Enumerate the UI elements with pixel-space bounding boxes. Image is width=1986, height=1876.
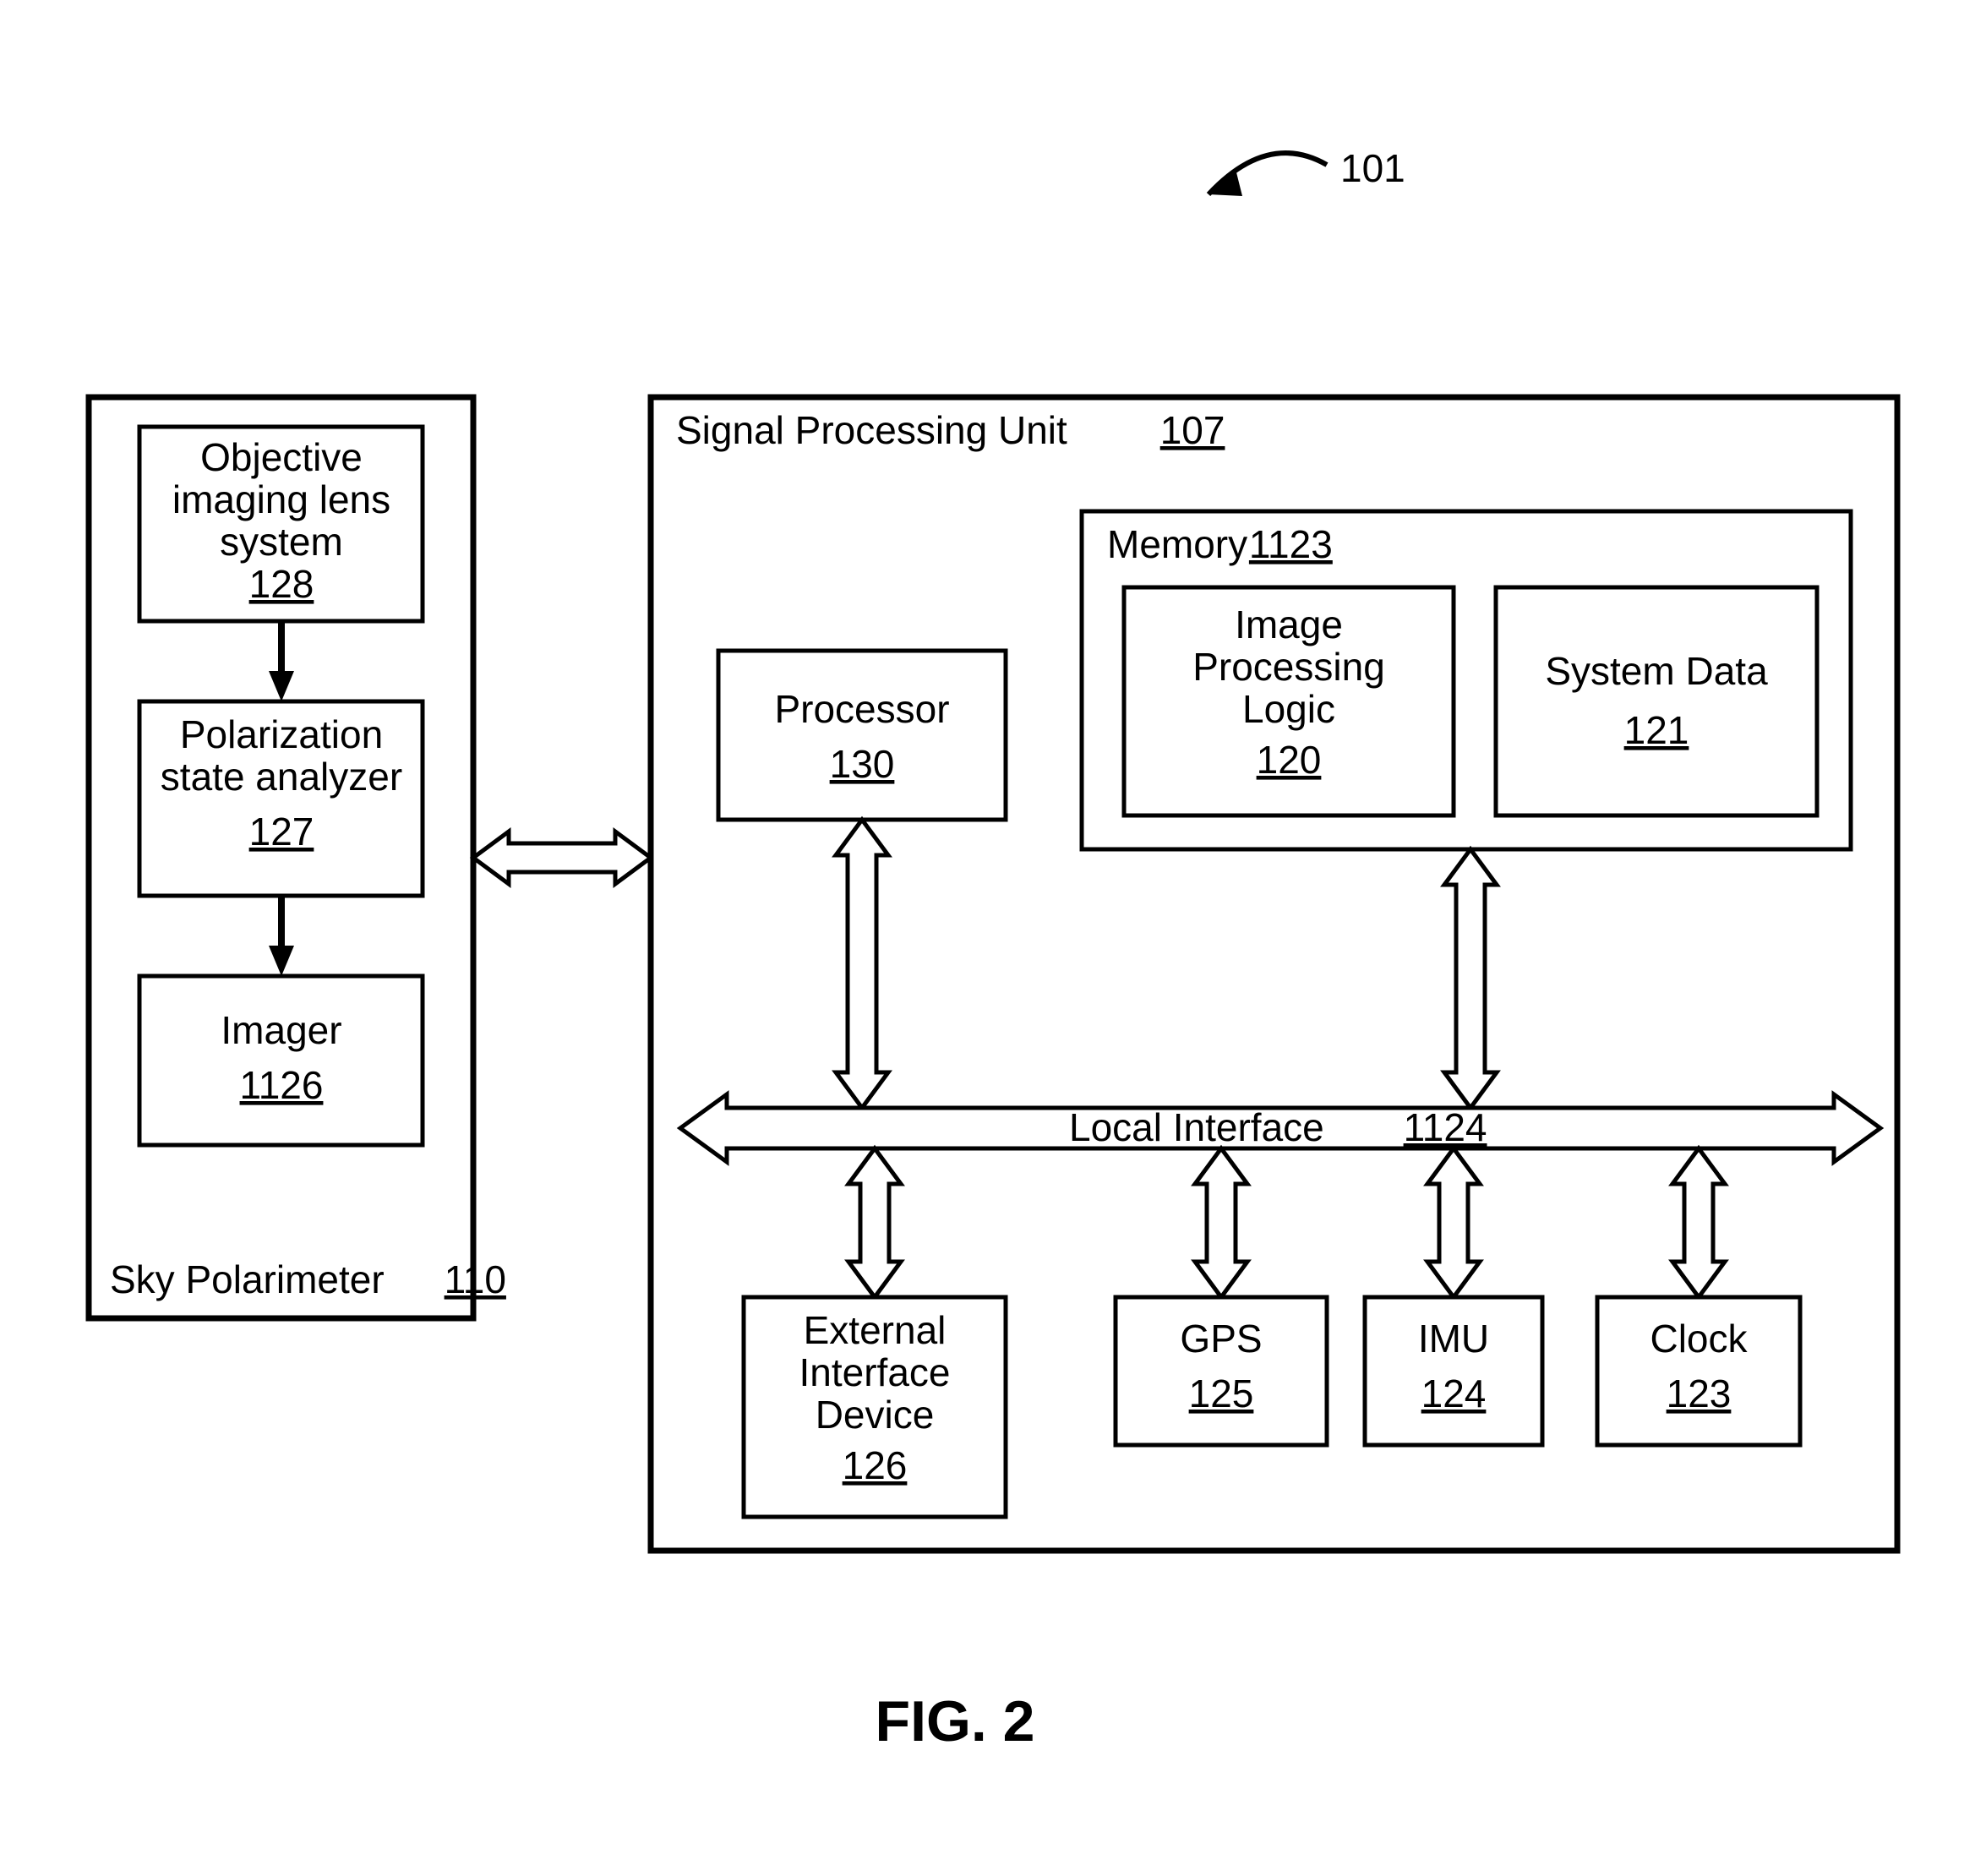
ref-101: 101 bbox=[1340, 146, 1405, 190]
figure-caption: FIG. 2 bbox=[876, 1689, 1035, 1753]
processor-box bbox=[718, 651, 1006, 820]
ipl-label: Logic bbox=[1242, 687, 1335, 731]
ipl-label: Image bbox=[1235, 603, 1343, 646]
sysdata-ref: 121 bbox=[1624, 708, 1689, 752]
sky-polarimeter-title: Sky Polarimeter bbox=[110, 1257, 385, 1301]
objective-label: system bbox=[220, 520, 343, 564]
spu-title-ref: 107 bbox=[1160, 408, 1225, 452]
processor-ref: 130 bbox=[830, 742, 895, 786]
imu-ref: 124 bbox=[1421, 1372, 1487, 1415]
objective-ref: 128 bbox=[249, 562, 314, 606]
imager-ref: 1126 bbox=[240, 1063, 324, 1107]
ext_if-ref: 126 bbox=[843, 1443, 908, 1487]
ext_if-label: Interface bbox=[799, 1350, 951, 1394]
bus-label-ref: 1124 bbox=[1404, 1105, 1487, 1149]
clock-ref: 123 bbox=[1667, 1372, 1732, 1415]
spu-title: Signal Processing Unit bbox=[676, 408, 1067, 452]
ipl-label: Processing bbox=[1192, 645, 1385, 689]
psa-label: Polarization bbox=[180, 712, 383, 756]
sp-to-spu-connector bbox=[473, 832, 651, 884]
clock-label: Clock bbox=[1650, 1317, 1748, 1361]
objective-label: Objective bbox=[200, 435, 363, 479]
sysdata-label: System Data bbox=[1545, 649, 1768, 693]
psa-label: state analyzer bbox=[161, 755, 402, 799]
psa-ref: 127 bbox=[249, 810, 314, 853]
gps-ref: 125 bbox=[1189, 1372, 1254, 1415]
ext_if-label: External bbox=[804, 1308, 947, 1352]
imu-label: IMU bbox=[1418, 1317, 1489, 1361]
memory-title-ref: 1123 bbox=[1249, 522, 1333, 566]
leader-head bbox=[1209, 169, 1242, 196]
bus-label: Local Interface bbox=[1069, 1105, 1324, 1149]
ext_if-label: Device bbox=[816, 1393, 935, 1437]
sysdata-box bbox=[1496, 587, 1817, 815]
processor-label: Processor bbox=[774, 687, 949, 731]
imager-label: Imager bbox=[221, 1008, 341, 1052]
memory-title: Memory bbox=[1107, 522, 1247, 566]
ipl-ref: 120 bbox=[1257, 738, 1322, 782]
imager-box bbox=[139, 976, 423, 1145]
gps-label: GPS bbox=[1180, 1317, 1262, 1361]
sky-polarimeter-title-ref: 110 bbox=[445, 1257, 506, 1301]
objective-label: imaging lens bbox=[172, 477, 390, 521]
